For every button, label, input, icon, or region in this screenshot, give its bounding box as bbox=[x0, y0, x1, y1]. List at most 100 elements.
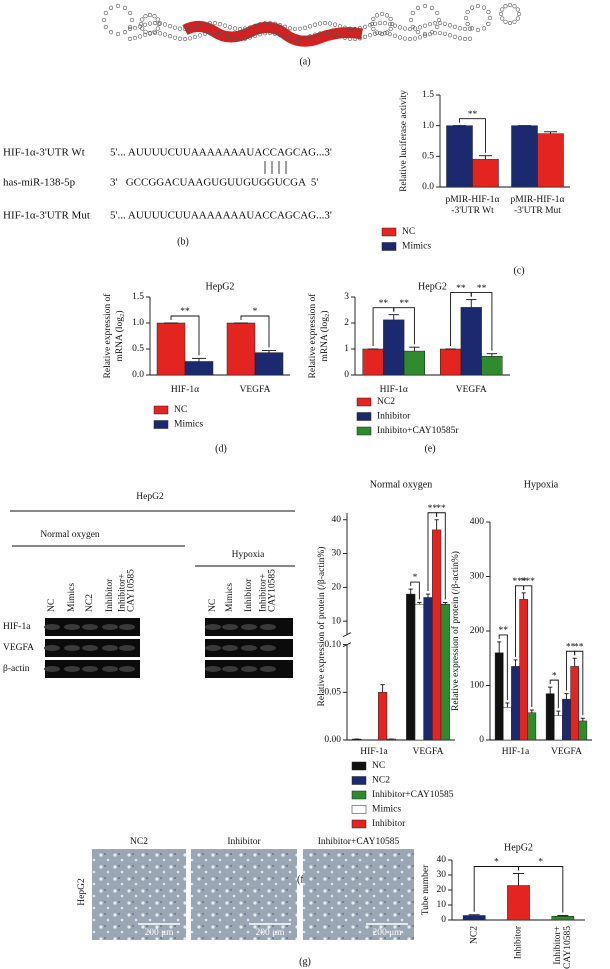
row-label: β-actin bbox=[3, 664, 30, 674]
rna-base bbox=[427, 22, 433, 27]
legend-swatch bbox=[153, 405, 169, 415]
rna-base bbox=[317, 21, 323, 26]
rna-base bbox=[167, 24, 173, 29]
y-axis-label: Relative expression of bbox=[102, 293, 113, 379]
rna-base bbox=[122, 30, 128, 35]
y-tick-label: 100 bbox=[470, 681, 485, 691]
rna-base bbox=[457, 26, 463, 31]
lane-label: Mimics bbox=[67, 583, 77, 612]
condition-label: Hypoxia bbox=[232, 550, 266, 560]
y-tick-label: 200 bbox=[470, 626, 485, 636]
band bbox=[222, 666, 238, 672]
rna-base bbox=[352, 36, 358, 42]
rna-base bbox=[332, 32, 338, 37]
rna-base bbox=[374, 13, 380, 18]
band bbox=[102, 624, 118, 630]
row-label: HepG2 bbox=[77, 878, 87, 906]
band bbox=[119, 624, 135, 630]
rna-base bbox=[429, 30, 435, 35]
rna-base bbox=[410, 10, 415, 16]
band bbox=[102, 666, 118, 672]
x-tick-label: NC2 bbox=[469, 926, 479, 944]
rna-base bbox=[187, 26, 193, 31]
legend-swatch bbox=[351, 819, 367, 829]
rna-base bbox=[122, 5, 128, 10]
rna-base bbox=[369, 21, 375, 27]
x-tick-label: CAY10585 bbox=[563, 926, 573, 969]
bar bbox=[562, 698, 571, 741]
bar bbox=[551, 916, 575, 921]
bar bbox=[378, 692, 388, 741]
rna-base bbox=[515, 16, 520, 21]
rna-base bbox=[152, 29, 157, 34]
rna-base bbox=[408, 17, 414, 23]
rna-base bbox=[128, 24, 133, 30]
legend-label: Mimics bbox=[372, 805, 401, 815]
x-tick-label: Inhibitor+ bbox=[553, 926, 563, 965]
rna-base bbox=[500, 7, 505, 12]
band bbox=[64, 624, 80, 630]
rna-base bbox=[362, 24, 368, 29]
rna-base bbox=[142, 32, 148, 37]
y-tick-label: 20 bbox=[437, 885, 447, 895]
x-tick-label: -3'UTR Wt bbox=[451, 206, 494, 216]
bar bbox=[226, 322, 256, 376]
significance-bracket bbox=[498, 634, 508, 700]
rna-base bbox=[465, 9, 470, 15]
x-tick-label: VEGFA bbox=[551, 747, 582, 757]
lane-label: Inhibitor+ bbox=[259, 573, 269, 612]
bar bbox=[537, 133, 564, 188]
rna-base bbox=[429, 5, 435, 10]
rna-base bbox=[372, 31, 378, 36]
significance-bracket bbox=[470, 292, 493, 351]
rna-base bbox=[177, 26, 183, 31]
rna-base bbox=[312, 32, 318, 37]
x-tick-label: pMIR-HIF-1α bbox=[445, 195, 499, 205]
y-axis-label: mRNA (log₂) bbox=[114, 310, 125, 361]
significance-label: ** bbox=[477, 284, 487, 294]
rna-base bbox=[212, 31, 218, 36]
rna-base bbox=[388, 26, 393, 32]
rna-base bbox=[500, 16, 505, 21]
rna-base bbox=[222, 33, 228, 38]
band bbox=[82, 624, 98, 630]
rna-base bbox=[469, 5, 475, 10]
rna-base bbox=[108, 30, 114, 35]
rna-base bbox=[512, 19, 517, 24]
pairing-lines bbox=[264, 161, 287, 174]
bar bbox=[184, 361, 214, 376]
rna-base bbox=[463, 15, 469, 21]
band bbox=[82, 645, 98, 651]
rna-base bbox=[452, 24, 458, 29]
y-tick-label: 2 bbox=[344, 318, 349, 328]
bar bbox=[406, 593, 416, 741]
band bbox=[205, 645, 221, 651]
rna-base bbox=[415, 5, 421, 10]
band bbox=[260, 624, 276, 630]
rna-base bbox=[297, 26, 303, 31]
y-tick-label: 400 bbox=[470, 517, 485, 527]
y-tick-label: 30 bbox=[332, 549, 342, 559]
significance-label: ** bbox=[499, 626, 509, 636]
rna-base bbox=[407, 36, 413, 42]
rna-base bbox=[382, 31, 388, 36]
micrograph-title: Inhibitor+CAY10585 bbox=[318, 837, 400, 847]
significance-bracket bbox=[518, 866, 564, 913]
sequence-label: HIF-1α-3'UTR Mut bbox=[3, 210, 90, 222]
rna-base bbox=[397, 35, 403, 40]
band bbox=[119, 666, 135, 672]
rna-base bbox=[481, 5, 487, 10]
y-tick-label: 0.5 bbox=[132, 344, 144, 354]
rna-base bbox=[147, 21, 153, 26]
rna-base bbox=[182, 26, 188, 32]
rna-base bbox=[347, 26, 353, 31]
rna-base bbox=[302, 25, 308, 30]
significance-bracket bbox=[240, 315, 270, 348]
rna-base bbox=[282, 24, 288, 29]
significance-label: * bbox=[552, 671, 557, 681]
rna-base bbox=[129, 17, 135, 23]
rna-base bbox=[402, 36, 408, 41]
rna-base bbox=[155, 26, 160, 31]
rna-base bbox=[192, 24, 198, 30]
rna-base bbox=[157, 31, 163, 36]
